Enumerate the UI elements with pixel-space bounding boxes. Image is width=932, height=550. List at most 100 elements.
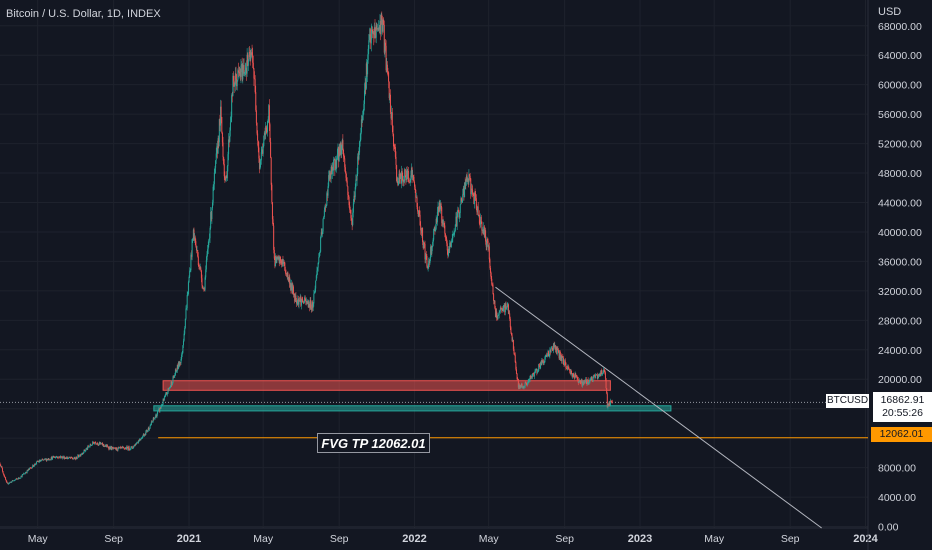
candle-body	[492, 284, 494, 295]
candle-body	[292, 286, 294, 295]
candle-body	[253, 68, 255, 79]
candle-body	[436, 218, 438, 223]
candle-body	[67, 458, 69, 459]
candle-body	[429, 258, 431, 264]
x-tick-label: Sep	[104, 533, 123, 545]
candle-body	[525, 382, 527, 384]
candle-body	[50, 457, 52, 460]
candle-body	[418, 210, 420, 215]
candle-body	[250, 55, 252, 60]
y-tick-label: 32000.00	[878, 286, 922, 298]
candle-body	[1, 468, 3, 472]
candle-body	[530, 376, 532, 378]
candle-body	[220, 106, 222, 126]
candle-body	[399, 173, 401, 179]
candle-body	[288, 277, 290, 282]
candle-body	[434, 227, 436, 232]
candle-body	[165, 392, 167, 394]
candle-body	[480, 216, 482, 222]
candle-body	[611, 401, 613, 403]
candle-body	[485, 241, 487, 247]
candle-body	[264, 132, 266, 135]
candle-body	[555, 347, 557, 350]
candle-body	[269, 124, 271, 142]
candle-body	[43, 459, 45, 461]
candle-body	[431, 245, 433, 248]
candle-body	[433, 228, 435, 240]
candle-body	[557, 348, 559, 351]
candle-body	[481, 221, 483, 231]
candle-body	[354, 187, 356, 198]
candle-body	[542, 361, 544, 363]
candle-body	[136, 442, 138, 445]
candle-body	[575, 373, 577, 376]
candle-body	[130, 446, 132, 449]
candle-body	[320, 237, 322, 252]
candle-body	[456, 216, 458, 227]
candle-body	[28, 469, 30, 470]
x-tick-label: May	[704, 533, 725, 545]
candle-body	[301, 298, 303, 300]
candle-body	[117, 447, 119, 451]
candle-body	[189, 270, 191, 277]
candle-body	[504, 303, 506, 313]
candle-body	[104, 446, 106, 447]
candle-body	[46, 459, 48, 461]
candle-body	[205, 260, 207, 270]
x-tick-label: 2023	[628, 533, 652, 545]
candle-body	[95, 443, 97, 445]
candle-body	[65, 458, 67, 459]
candle-body	[433, 227, 435, 229]
chart-title: Bitcoin / U.S. Dollar, 1D, INDEX	[6, 8, 161, 20]
candle-body	[478, 214, 480, 224]
candle-body	[118, 447, 120, 449]
candle-body	[570, 370, 572, 374]
candle-body	[261, 149, 263, 153]
candle-body	[157, 409, 159, 412]
candle-body	[136, 442, 138, 444]
candle-body	[319, 251, 321, 253]
candle-body	[273, 225, 275, 250]
candle-body	[349, 205, 351, 210]
candle-body	[105, 445, 107, 447]
trendline	[495, 286, 822, 529]
candle-body	[176, 364, 178, 371]
fvg-annotation[interactable]: FVG TP 12062.01	[317, 433, 430, 453]
candle-body	[606, 393, 608, 408]
candle-body	[595, 374, 597, 378]
candle-body	[427, 266, 429, 268]
candle-body	[418, 210, 420, 217]
candle-body	[420, 230, 422, 233]
candle-body	[212, 202, 214, 209]
candle-body	[53, 456, 55, 458]
candle-body	[370, 35, 372, 44]
candle-body	[164, 396, 166, 398]
candle-body	[562, 357, 564, 365]
candle-body	[21, 475, 23, 477]
candle-body	[73, 457, 75, 459]
candle-body	[456, 213, 458, 227]
candle-body	[464, 182, 466, 186]
y-tick-label: 4000.00	[878, 492, 916, 504]
candle-body	[193, 229, 195, 240]
candle-body	[91, 444, 93, 446]
fvg-price-tag: 12062.01	[871, 427, 932, 442]
candle-body	[221, 132, 223, 143]
candle-body	[414, 186, 416, 190]
candle-body	[322, 218, 324, 232]
candle-body	[465, 175, 467, 182]
candle-body	[267, 121, 269, 133]
candle-body	[258, 158, 260, 170]
candle-body	[368, 34, 370, 41]
candle-body	[519, 385, 521, 389]
candle-body	[145, 429, 147, 432]
candle-body	[321, 232, 323, 235]
candle-body	[312, 303, 314, 308]
candle-body	[346, 177, 348, 181]
candle-body	[229, 122, 231, 131]
candle-body	[540, 362, 542, 365]
candle-body	[237, 70, 239, 81]
candle-body	[375, 35, 377, 38]
candle-body	[564, 360, 566, 365]
